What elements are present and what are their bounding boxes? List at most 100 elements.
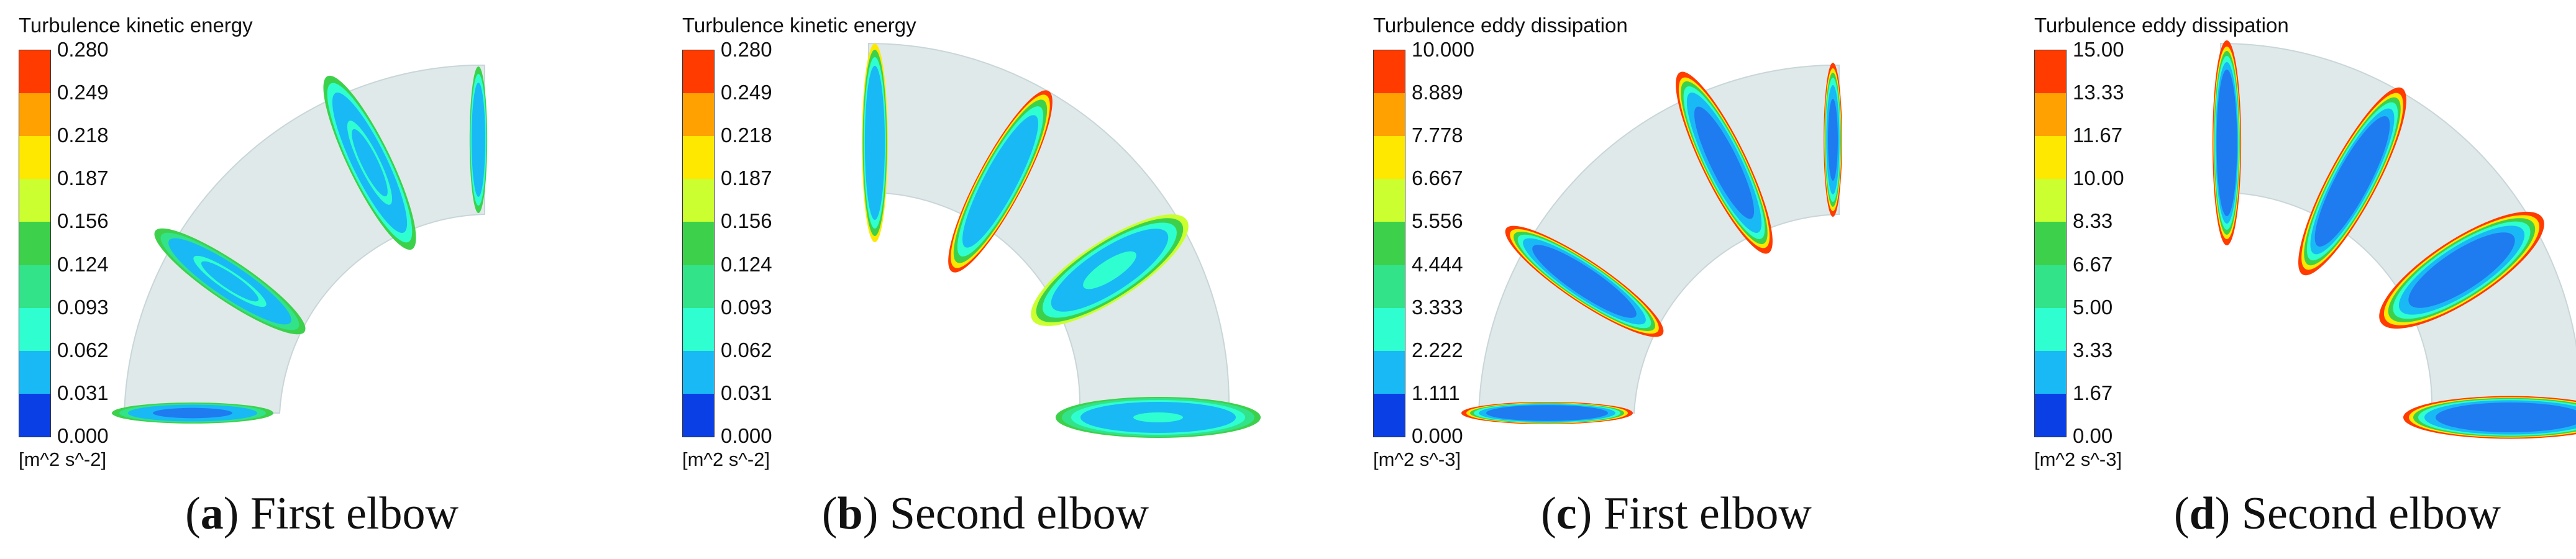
tick-label: 0.249 [721, 81, 772, 104]
colorbar-segment [19, 307, 50, 351]
tick-label: 5.00 [2073, 295, 2113, 319]
caption: (c) First elbow [1541, 488, 1812, 539]
colorbar-segment [2035, 265, 2066, 308]
section-plane [1461, 402, 1633, 424]
section-plane [948, 90, 1053, 273]
section-plane [323, 75, 416, 250]
colorbar-segment [1374, 50, 1405, 94]
legend-title: Turbulence eddy dissipation [1373, 14, 1628, 37]
tick-label: 3.333 [1412, 295, 1463, 319]
colorbar-tick-labels: 10.000 8.889 7.778 6.667 5.556 4.444 3.3… [1412, 38, 1536, 447]
panel-c: Turbulence eddy dissipation 10.000 8.889… [1354, 0, 1998, 559]
colorbar-segment [2035, 179, 2066, 222]
colorbar-segment [19, 265, 50, 308]
colorbar-segment [19, 50, 50, 94]
colorbar-segment [19, 393, 50, 437]
elbow-contour-plot [112, 65, 488, 424]
colorbar-segment [1374, 179, 1405, 222]
colorbar-segment [19, 93, 50, 137]
colorbar-segment [19, 350, 50, 394]
unit-label: [m^2 s^-2] [682, 448, 770, 470]
tick-label: 0.093 [721, 295, 772, 319]
section-plane [1676, 71, 1773, 254]
tick-label: 1.111 [1412, 381, 1460, 404]
colorbar [19, 50, 51, 437]
unit-label: [m^2 s^-3] [2034, 448, 2122, 470]
colorbar-segment [2035, 136, 2066, 180]
tick-label: 5.556 [1412, 209, 1463, 233]
tick-label: 11.67 [2073, 124, 2123, 147]
section-plane [2212, 40, 2242, 245]
tick-label: 0.249 [57, 81, 109, 104]
tick-label: 0.093 [57, 295, 109, 319]
elbow-contour-plot [1461, 63, 1842, 424]
colorbar-segment [683, 265, 714, 308]
tick-label: 0.187 [721, 166, 772, 190]
colorbar-segment [2035, 222, 2066, 265]
colorbar-segment [2035, 93, 2066, 137]
tick-label: 0.000 [721, 424, 772, 447]
colorbar-segment [2035, 50, 2066, 94]
caption-text: First elbow [1603, 488, 1812, 539]
section-plane [1056, 397, 1261, 438]
caption: (d) Second elbow [2173, 488, 2501, 539]
tick-label: 0.124 [57, 252, 109, 276]
caption-letter: c [1556, 488, 1577, 539]
caption-text: Second elbow [889, 488, 1149, 539]
tick-label: 0.00 [2073, 424, 2113, 447]
caption-letter: d [2189, 488, 2215, 539]
tick-label: 2.222 [1412, 338, 1463, 361]
colorbar-segment [1374, 393, 1405, 437]
colorbar-segment [683, 93, 714, 137]
caption: (b) Second elbow [821, 488, 1149, 539]
legend-title: Turbulence eddy dissipation [2034, 14, 2289, 37]
colorbar [1373, 50, 1405, 437]
colorbar-segment [2035, 307, 2066, 351]
colorbar-segment [1374, 307, 1405, 351]
tick-label: 0.062 [57, 338, 109, 361]
colorbar [2034, 50, 2067, 437]
legend-title: Turbulence kinetic energy [682, 14, 916, 37]
tick-label: 4.444 [1412, 252, 1463, 276]
section-plane [1824, 63, 1842, 217]
tick-label: 0.218 [57, 124, 109, 147]
colorbar-segment [2035, 350, 2066, 394]
colorbar-segment [683, 222, 714, 265]
colorbar-segment [1374, 93, 1405, 137]
colorbar-segment [683, 136, 714, 180]
tick-label: 1.67 [2073, 381, 2113, 404]
colorbar-segment [683, 50, 714, 94]
colorbar-tick-labels: 15.00 13.33 11.67 10.00 8.33 6.67 5.00 3… [2073, 38, 2197, 447]
section-plane [1505, 225, 1664, 337]
caption-letter: a [200, 488, 224, 539]
colorbar-segment [1374, 350, 1405, 394]
elbow-pipe [1478, 65, 1840, 414]
tick-label: 0.031 [57, 381, 109, 404]
tick-label: 0.156 [57, 209, 109, 233]
tick-label: 0.156 [721, 209, 772, 233]
caption-text: First elbow [250, 488, 459, 539]
colorbar-segment [2035, 393, 2066, 437]
tick-label: 0.280 [57, 38, 109, 61]
colorbar-segment [19, 222, 50, 265]
tick-label: 0.187 [57, 166, 109, 190]
tick-label: 0.280 [721, 38, 772, 61]
caption-text: Second elbow [2241, 488, 2501, 539]
section-plane [469, 66, 488, 213]
caption: (a) First elbow [185, 488, 459, 539]
section-plane [1031, 214, 1189, 326]
colorbar-segment [683, 393, 714, 437]
unit-label: [m^2 s^-2] [19, 448, 107, 470]
tick-label: 7.778 [1412, 124, 1463, 147]
colorbar-tick-labels: 0.280 0.249 0.218 0.187 0.156 0.124 0.09… [57, 38, 181, 447]
tick-label: 0.000 [57, 424, 109, 447]
colorbar-segment [19, 179, 50, 222]
tick-label: 6.667 [1412, 166, 1463, 190]
tick-label: 15.00 [2073, 38, 2124, 61]
tick-label: 13.33 [2073, 81, 2124, 104]
colorbar-segment [683, 179, 714, 222]
section-plane [2403, 396, 2576, 439]
tick-label: 8.889 [1412, 81, 1463, 104]
unit-label: [m^2 s^-3] [1373, 448, 1461, 470]
elbow-contour-plot [862, 42, 1261, 438]
